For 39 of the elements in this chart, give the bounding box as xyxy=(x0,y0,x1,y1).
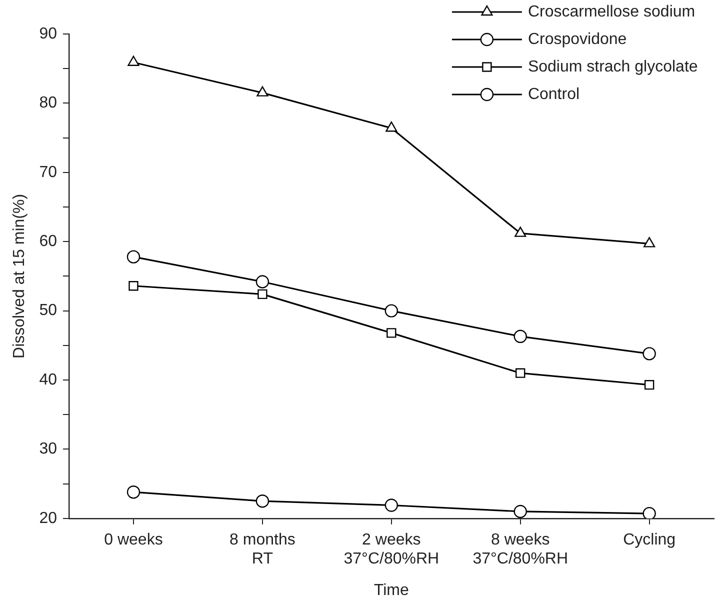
y-tick-label: 20 xyxy=(39,510,58,527)
point xyxy=(258,289,268,300)
x-tick-label: 0 weeks xyxy=(104,531,163,548)
x-tick-label: 8 months RT xyxy=(230,531,296,568)
point xyxy=(642,506,656,518)
point xyxy=(516,368,526,378)
y-tick-label: 40 xyxy=(39,371,58,388)
point xyxy=(256,86,268,96)
x-tick-label: 2 weeks 37°C/80%RH xyxy=(344,531,440,568)
legend-label: Control xyxy=(528,86,580,103)
y-tick-label: 60 xyxy=(39,233,58,250)
point xyxy=(386,122,398,132)
x-tick-label: Cycling xyxy=(623,531,676,548)
x-axis-title: Time xyxy=(374,582,409,599)
y-tick-label: 30 xyxy=(39,440,58,458)
point xyxy=(514,330,527,344)
point xyxy=(642,347,656,360)
point xyxy=(384,304,398,318)
y-tick-label: 70 xyxy=(39,164,58,181)
point xyxy=(514,504,527,518)
point xyxy=(384,498,398,512)
y-axis-title: Dissolved at 15 min(%) xyxy=(11,194,28,358)
legend-label: Sodium strach glycolate xyxy=(528,58,698,76)
point xyxy=(256,275,270,288)
point xyxy=(256,494,270,508)
point xyxy=(128,56,140,66)
point xyxy=(514,226,526,237)
point xyxy=(644,237,656,248)
y-tick-label: 90 xyxy=(39,25,58,42)
legend-label: Croscarmellose sodium xyxy=(528,3,696,20)
point xyxy=(386,328,396,338)
point xyxy=(126,486,140,499)
x-tick-label: 8 weeks 37°C/80%RH xyxy=(472,531,568,568)
point xyxy=(126,250,140,264)
point xyxy=(128,281,138,291)
legend-label: Crospovidone xyxy=(528,30,627,48)
y-tick-label: 50 xyxy=(39,302,58,320)
point xyxy=(644,380,654,390)
y-tick-label: 80 xyxy=(39,94,58,112)
